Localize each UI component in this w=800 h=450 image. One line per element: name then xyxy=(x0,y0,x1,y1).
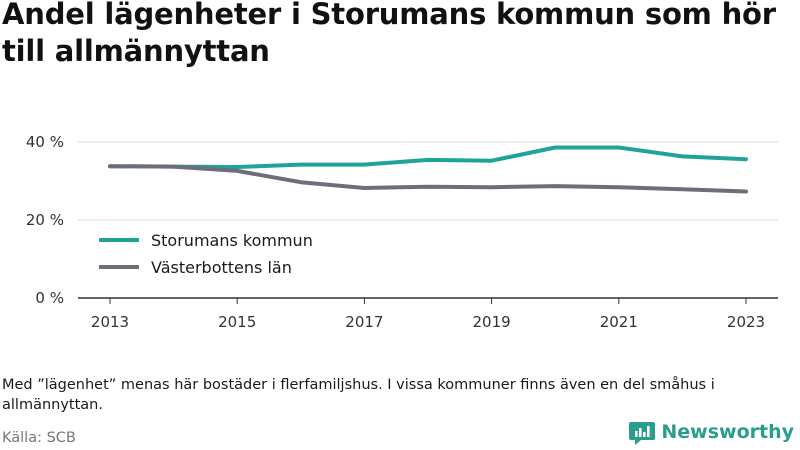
legend: Storumans kommun Västerbottens län xyxy=(99,231,313,277)
y-tick-label: 40 % xyxy=(26,133,64,151)
y-tick-label: 0 % xyxy=(35,289,64,307)
chart-note: Med ”lägenhet” menas här bostäder i fler… xyxy=(2,377,715,413)
x-tick-label: 2013 xyxy=(91,313,129,331)
x-tick-label: 2015 xyxy=(218,313,256,331)
chart-title: Andel lägenheter i Storumans kommun som … xyxy=(2,0,776,68)
x-tick-label: 2021 xyxy=(600,313,638,331)
legend-label: Västerbottens län xyxy=(151,258,292,277)
series-lines xyxy=(108,145,748,194)
x-axis: 2013 2015 2017 2019 2021 2023 xyxy=(78,297,778,331)
brand-name: Newsworthy xyxy=(661,421,794,443)
series-line xyxy=(108,145,748,169)
source-label: Källa: SCB xyxy=(2,430,76,446)
legend-label: Storumans kommun xyxy=(151,231,313,250)
series-line xyxy=(108,164,748,194)
gridlines xyxy=(78,141,778,221)
x-tick-label: 2017 xyxy=(345,313,383,331)
y-tick-label: 20 % xyxy=(26,211,64,229)
x-tick-label: 2019 xyxy=(473,313,511,331)
newsworthy-logo-icon xyxy=(629,422,656,445)
brand-logo[interactable]: Newsworthy xyxy=(629,419,794,445)
x-tick-label: 2023 xyxy=(727,313,765,331)
y-axis-ticks: 0 % 20 % 40 % xyxy=(26,133,64,307)
